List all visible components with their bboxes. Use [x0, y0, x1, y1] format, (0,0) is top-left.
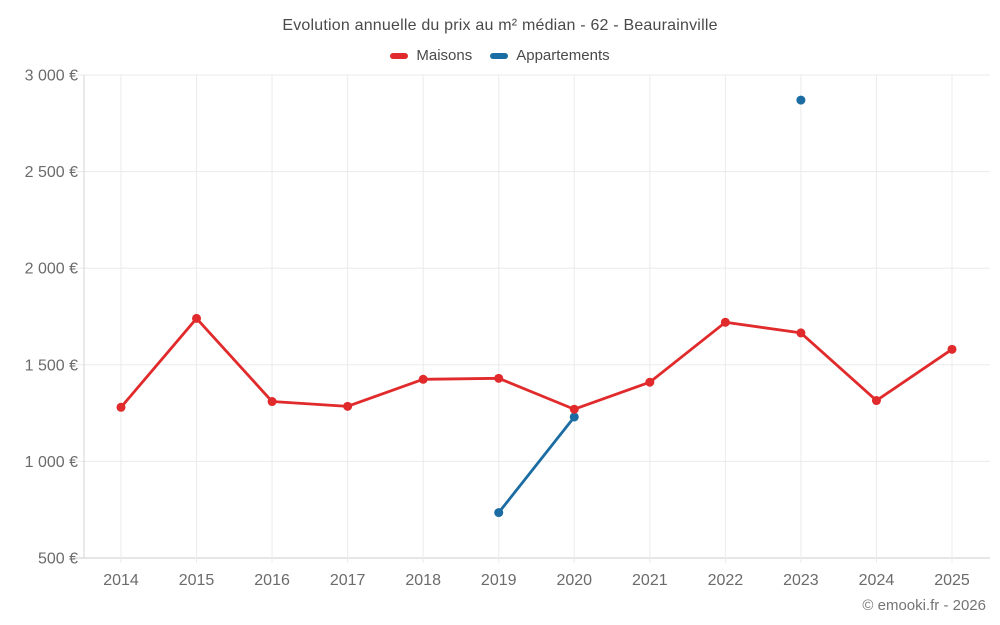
x-tick-label: 2023: [783, 572, 819, 589]
chart-title: Evolution annuelle du prix au m² médian …: [282, 17, 718, 34]
data-point-maisons-2025[interactable]: [947, 344, 957, 354]
x-tick-label: 2021: [632, 572, 668, 589]
x-tick-label: 2025: [934, 572, 970, 589]
data-point-maisons-2015[interactable]: [192, 313, 202, 323]
data-point-appartements-2023[interactable]: [796, 95, 806, 105]
x-tick-label: 2016: [254, 572, 290, 589]
y-tick-label: 1 500 €: [25, 357, 78, 374]
data-point-appartements-2019[interactable]: [494, 508, 504, 518]
x-tick-label: 2022: [708, 572, 744, 589]
series-line-appartements: [497, 415, 576, 514]
legend-label-appartements: Appartements: [516, 47, 610, 64]
data-point-maisons-2020[interactable]: [569, 404, 579, 414]
x-tick-label: 2015: [179, 572, 215, 589]
x-tick-label: 2017: [330, 572, 366, 589]
data-point-maisons-2016[interactable]: [267, 397, 277, 407]
legend-item-appartements[interactable]: Appartements: [490, 47, 610, 64]
x-tick-label: 2020: [556, 572, 592, 589]
y-tick-label: 3 000 €: [25, 68, 78, 85]
data-point-maisons-2014[interactable]: [116, 402, 126, 412]
x-tick-label: 2014: [103, 572, 139, 589]
chart-legend: Maisons Appartements: [0, 47, 1000, 64]
data-point-maisons-2022[interactable]: [720, 317, 730, 327]
data-point-maisons-2017[interactable]: [343, 401, 353, 411]
data-point-maisons-2023[interactable]: [796, 328, 806, 338]
x-tick-label: 2019: [481, 572, 517, 589]
data-point-maisons-2024[interactable]: [871, 396, 881, 406]
legend-label-maisons: Maisons: [416, 47, 473, 64]
x-tick-label: 2018: [405, 572, 441, 589]
y-tick-label: 2 500 €: [25, 164, 78, 181]
series-line-maisons: [119, 317, 954, 411]
data-point-appartements-2020[interactable]: [569, 412, 579, 422]
y-tick-label: 1 000 €: [25, 454, 78, 471]
y-tick-label: 500 €: [38, 551, 78, 568]
y-tick-label: 2 000 €: [25, 261, 78, 278]
x-tick-label: 2024: [859, 572, 895, 589]
data-point-maisons-2021[interactable]: [645, 377, 655, 387]
legend-item-maisons[interactable]: Maisons: [390, 47, 472, 64]
copyright-watermark: © emooki.fr - 2026: [862, 597, 986, 614]
legend-marker-appartements: [490, 52, 509, 59]
data-point-maisons-2019[interactable]: [494, 373, 504, 383]
data-point-maisons-2018[interactable]: [418, 374, 428, 384]
legend-marker-maisons: [390, 52, 409, 59]
